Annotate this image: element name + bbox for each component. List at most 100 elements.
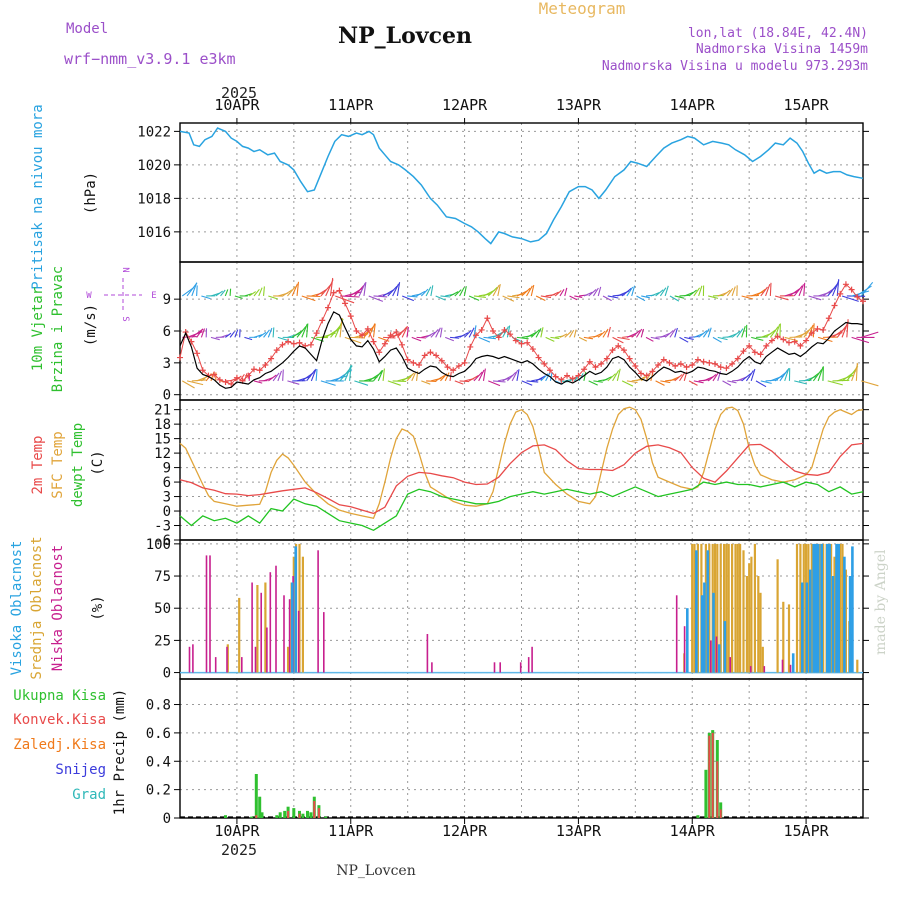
- cloud-high-bar: [700, 595, 704, 673]
- wind-arrow: [397, 326, 408, 338]
- wind-arrow: [755, 380, 767, 388]
- wind-arrow: [191, 282, 198, 297]
- wind-arrow: [306, 323, 309, 338]
- day-label-bottom: 14APR: [670, 822, 716, 840]
- wind-arrow: [621, 380, 634, 387]
- y-tick-label: 0: [163, 666, 171, 682]
- wind-arrow: [736, 328, 744, 338]
- wind-arrow: [224, 289, 229, 297]
- cloud-mid-bar: [844, 569, 847, 673]
- wind-arrow: [722, 289, 731, 297]
- wind-arrow: [535, 328, 542, 338]
- wind-arrow: [808, 372, 820, 382]
- elevation-label: Nadmorska Visina 1459m: [696, 42, 868, 57]
- wind-arrow: [287, 286, 296, 297]
- wind-arrow: [760, 286, 768, 297]
- wind-arrow: [483, 336, 496, 340]
- y-tick-label: 0.8: [146, 698, 171, 714]
- wind-arrow: [702, 328, 710, 338]
- footer-station: NP_Lovcen: [336, 863, 415, 879]
- lonlat-label: lon,lat (18.84E, 42.4N): [688, 26, 868, 41]
- wind-arrow: [588, 288, 597, 297]
- wind-arrow: [311, 292, 324, 297]
- wind-arrow: [827, 380, 843, 386]
- wind-arrow: [631, 285, 636, 297]
- wind-arrow: [229, 331, 235, 338]
- wind-arrow: [421, 380, 431, 385]
- wind-arrow: [396, 282, 401, 297]
- wind-arrow: [612, 370, 620, 382]
- cloud-high-bar: [294, 546, 297, 673]
- wind-arrow: [258, 287, 263, 297]
- y-tick-label: 0.6: [146, 726, 171, 742]
- y-tick-label: 0: [163, 811, 171, 827]
- cloud-mid-bar: [731, 543, 734, 673]
- cloud-high-bar: [820, 543, 823, 673]
- cloud-mid-bar: [238, 597, 241, 673]
- y-tick-label: 1018: [137, 191, 171, 207]
- wind-arrow: [488, 380, 501, 387]
- wind-arrow: [368, 295, 384, 302]
- precip-total-bars: [224, 730, 723, 818]
- cloud-low-bar: [749, 666, 752, 673]
- wind-arrow: [817, 336, 833, 343]
- y-tick-label: 9: [163, 461, 171, 477]
- wind-arrow: [335, 295, 355, 304]
- precip-total-bar: [301, 813, 305, 818]
- panel-frame: [179, 678, 864, 819]
- model-label: Model: [66, 21, 108, 37]
- y-tick-label: -3: [154, 519, 171, 535]
- y-tick-label: 50: [154, 601, 171, 617]
- wind-arrow: [449, 291, 459, 297]
- cloud-mid-bar: [818, 543, 821, 673]
- cloud-mid-bar: [691, 543, 694, 673]
- wind-arrow: [506, 371, 517, 382]
- cloud-low-bar: [763, 666, 766, 673]
- cloud-low-bar: [275, 565, 277, 673]
- y-tick-label: 12: [154, 446, 171, 462]
- wind-arrow: [597, 286, 602, 297]
- wind-arrow: [765, 329, 776, 338]
- cloud-low-bar: [426, 634, 429, 673]
- wind-arrow: [655, 289, 664, 297]
- legend-total: Ukupna Kisa: [13, 688, 106, 704]
- cloud-low-bar: [269, 572, 272, 673]
- wind-arrow: [502, 326, 509, 338]
- cloud-low-bar: [527, 657, 530, 673]
- wind-arrow: [688, 289, 697, 297]
- cloud-low-bar: [710, 640, 712, 673]
- wind-arrow: [789, 288, 801, 297]
- y-tick-label: 1016: [137, 225, 171, 241]
- wind-arrow: [559, 289, 565, 297]
- wind-arrow: [583, 291, 593, 297]
- wind-arrow: [363, 326, 374, 338]
- wind-arrow: [296, 281, 300, 297]
- wind-arrow: [196, 328, 204, 338]
- wind-arrow: [354, 380, 369, 386]
- wind-arrow: [684, 336, 694, 340]
- cloud-low-bar: [288, 599, 291, 673]
- credit-watermark: made by Angel: [873, 549, 889, 655]
- wind-arrow: [373, 295, 388, 298]
- wind-arrow: [506, 325, 511, 338]
- wind-arrow: [569, 329, 575, 338]
- cloud-mid-bar: [782, 601, 785, 673]
- cloud-mid-bar: [713, 543, 717, 673]
- cloud-low-bar: [205, 555, 208, 673]
- y-tick-label: 6: [163, 475, 171, 491]
- precip-total-bar: [278, 812, 282, 818]
- cloud-high-bar: [791, 653, 795, 673]
- cloud-high-bar: [703, 582, 706, 673]
- wind-arrow: [794, 380, 808, 385]
- wind-arrow: [669, 295, 680, 302]
- precip-convective-bar: [255, 815, 258, 818]
- cloud-low-bar: [251, 582, 253, 673]
- precip-convective-bar: [716, 761, 719, 818]
- wind-arrow: [459, 380, 470, 383]
- wind-arrow: [387, 285, 398, 297]
- wind-arrow: [521, 287, 531, 297]
- wind-arrow: [693, 333, 704, 338]
- cloud-low-bar: [214, 657, 217, 673]
- station-title: NP_Lovcen: [338, 23, 472, 49]
- wind-arrow: [564, 287, 568, 297]
